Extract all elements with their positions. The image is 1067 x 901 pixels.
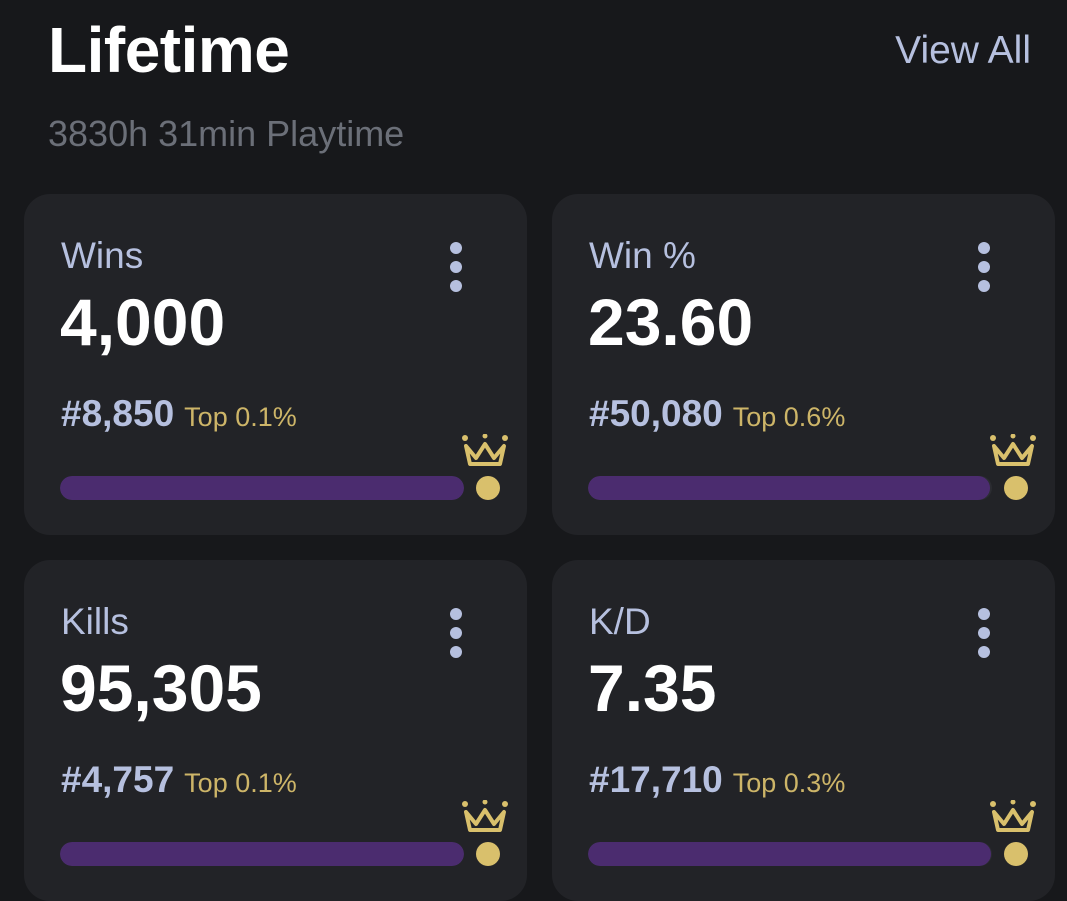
rank-row: #4,757 Top 0.1% xyxy=(61,758,297,805)
rank-progress-bar xyxy=(588,842,992,866)
stat-label: Win % xyxy=(589,235,696,276)
stat-card-wins[interactable]: Wins 4,000 #8,850 Top 0.1% xyxy=(24,194,527,535)
crown-icon xyxy=(990,800,1036,832)
stat-card-win-percent[interactable]: Win % 23.60 #50,080 Top 0.6% xyxy=(552,194,1055,535)
rank-number: #50,080 xyxy=(589,393,723,434)
rank-number: #4,757 xyxy=(61,759,175,800)
more-options-icon[interactable] xyxy=(972,606,996,660)
top-percentile: Top 0.6% xyxy=(732,402,846,432)
stat-value: 7.35 xyxy=(588,651,717,725)
more-options-icon[interactable] xyxy=(444,240,468,294)
stat-label: Wins xyxy=(61,235,144,276)
rank-progress-bar xyxy=(588,476,992,500)
top-percentile: Top 0.1% xyxy=(184,402,297,432)
rank-progress-fill xyxy=(588,476,990,500)
rank-row: #50,080 Top 0.6% xyxy=(589,392,845,439)
rank-row: #17,710 Top 0.3% xyxy=(589,758,845,805)
stat-card-kills[interactable]: Kills 95,305 #4,757 Top 0.1% xyxy=(24,560,527,901)
stat-value: 95,305 xyxy=(60,651,262,725)
stat-label: K/D xyxy=(589,601,651,642)
medal-dot xyxy=(1004,476,1028,500)
rank-progress-fill xyxy=(588,842,991,866)
rank-progress-fill xyxy=(60,476,464,500)
top-percentile: Top 0.1% xyxy=(184,768,297,798)
playtime-subtitle: 3830h 31min Playtime xyxy=(48,113,405,154)
crown-icon xyxy=(990,434,1036,466)
more-options-icon[interactable] xyxy=(972,240,996,294)
rank-row: #8,850 Top 0.1% xyxy=(61,392,297,439)
stat-value: 23.60 xyxy=(588,285,754,359)
medal-dot xyxy=(1004,842,1028,866)
view-all-link[interactable]: View All xyxy=(895,29,1031,72)
stat-label: Kills xyxy=(61,601,129,642)
more-options-icon[interactable] xyxy=(444,606,468,660)
rank-progress-bar xyxy=(60,842,464,866)
page-title: Lifetime xyxy=(48,14,290,86)
medal-dot xyxy=(476,476,500,500)
crown-icon xyxy=(462,800,508,832)
rank-number: #17,710 xyxy=(589,759,723,800)
stat-card-kd[interactable]: K/D 7.35 #17,710 Top 0.3% xyxy=(552,560,1055,901)
rank-progress-fill xyxy=(60,842,464,866)
rank-number: #8,850 xyxy=(61,393,175,434)
crown-icon xyxy=(462,434,508,466)
rank-progress-bar xyxy=(60,476,464,500)
stat-value: 4,000 xyxy=(60,285,226,359)
medal-dot xyxy=(476,842,500,866)
top-percentile: Top 0.3% xyxy=(732,768,846,798)
